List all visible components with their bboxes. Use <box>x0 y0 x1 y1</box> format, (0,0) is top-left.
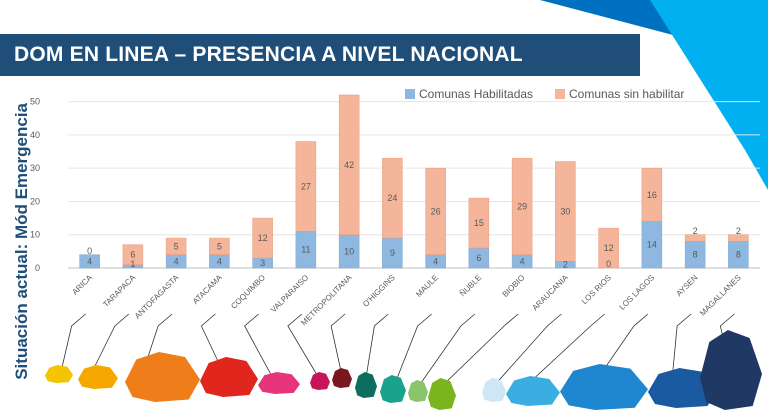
leader-line <box>439 313 519 389</box>
data-label-sin-habilitar: 6 <box>130 250 135 260</box>
region-shape <box>125 352 200 402</box>
y-tick-label: 40 <box>30 130 40 140</box>
bar-sin-habilitar <box>338 94 360 235</box>
data-label-sin-habilitar: 24 <box>387 193 397 203</box>
region-shape <box>200 357 258 397</box>
legend-label-sin-habilitar: Comunas sin habilitar <box>569 87 684 101</box>
region-shape <box>310 372 330 390</box>
bar-sin-habilitar <box>252 217 273 259</box>
bar-sin-habilitar <box>122 244 144 265</box>
y-tick-label: 50 <box>30 97 40 107</box>
data-label-habilitadas: 3 <box>260 258 265 268</box>
leader-line <box>597 313 649 379</box>
leader-line <box>59 313 86 377</box>
region-shape <box>482 378 506 402</box>
data-label-habilitadas: 4 <box>87 256 92 266</box>
leader-line <box>393 313 432 387</box>
region-shape <box>506 376 560 406</box>
y-tick-label: 10 <box>30 230 40 240</box>
bar-sin-habilitar <box>598 227 619 269</box>
data-label-sin-habilitar: 12 <box>604 243 614 253</box>
data-label-habilitadas: 9 <box>390 248 395 258</box>
data-label-habilitadas: 4 <box>174 256 179 266</box>
legend-label-habilitadas: Comunas Habilitadas <box>419 87 533 101</box>
data-label-habilitadas: 10 <box>344 246 354 256</box>
data-label-habilitadas: 4 <box>520 256 525 266</box>
region-shape <box>258 372 300 394</box>
leader-line <box>330 313 346 377</box>
bar-sin-habilitar <box>555 161 576 262</box>
data-label-habilitadas: 1 <box>130 259 135 269</box>
bar-habilitadas <box>79 254 100 269</box>
bar-sin-habilitar <box>728 234 749 242</box>
region-shape <box>355 372 377 398</box>
region-shape <box>700 330 762 410</box>
data-label-sin-habilitar: 2 <box>693 226 698 236</box>
data-label-sin-habilitar: 30 <box>560 206 570 216</box>
page-title: DOM EN LINEA – PRESENCIA A NIVEL NACIONA… <box>14 43 523 66</box>
data-label-sin-habilitar: 16 <box>647 190 657 200</box>
leader-line <box>364 313 389 385</box>
data-label-sin-habilitar: 26 <box>431 206 441 216</box>
data-label-habilitadas: 6 <box>476 253 481 263</box>
data-label-sin-habilitar: 29 <box>517 201 527 211</box>
region-shape <box>78 365 118 389</box>
leader-line <box>491 313 562 389</box>
data-label-sin-habilitar: 5 <box>217 241 222 251</box>
data-label-habilitadas: 8 <box>736 250 741 260</box>
bar-sin-habilitar <box>468 197 490 249</box>
y-tick-label: 0 <box>35 263 40 273</box>
region-shape <box>428 378 456 410</box>
leader-line <box>144 313 173 367</box>
data-label-habilitadas: 4 <box>433 256 438 266</box>
bar-sin-habilitar <box>641 167 663 222</box>
data-label-sin-habilitar: 5 <box>174 241 179 251</box>
y-tick-label: 30 <box>30 163 40 173</box>
bar-sin-habilitar <box>382 157 403 239</box>
data-label-habilitadas: 11 <box>301 245 310 255</box>
data-label-sin-habilitar: 2 <box>736 226 741 236</box>
region-shape <box>380 375 406 403</box>
legend-swatch-sin-habilitar <box>555 89 565 99</box>
data-label-habilitadas: 4 <box>217 256 222 266</box>
region-shape <box>45 365 73 383</box>
region-shape <box>332 368 352 388</box>
legend-swatch-habilitadas <box>405 89 415 99</box>
data-label-habilitadas: 0 <box>606 259 611 269</box>
bar-sin-habilitar <box>425 167 446 255</box>
data-label-habilitadas: 2 <box>563 260 568 270</box>
corner-light-shape <box>650 0 768 190</box>
leader-line <box>287 313 321 381</box>
data-label-sin-habilitar: 12 <box>258 233 268 243</box>
leader-line <box>527 313 605 385</box>
leader-line <box>200 313 225 375</box>
title-banner: DOM EN LINEA – PRESENCIA A NIVEL NACIONA… <box>0 34 640 76</box>
bar-sin-habilitar <box>209 237 230 255</box>
data-label-sin-habilitar: 42 <box>344 160 354 170</box>
data-label-habilitadas: 14 <box>647 240 657 250</box>
data-label-habilitadas: 8 <box>693 250 698 260</box>
data-label-sin-habilitar: 15 <box>474 218 484 228</box>
leader-line <box>89 313 130 377</box>
bar-sin-habilitar <box>295 141 317 232</box>
leader-line <box>671 313 692 381</box>
bar-sin-habilitar <box>684 234 706 242</box>
bar-sin-habilitar <box>511 157 533 255</box>
region-shape <box>408 380 428 402</box>
leader-line <box>415 313 476 391</box>
bar-sin-habilitar <box>165 237 187 255</box>
leader-line <box>244 313 276 383</box>
data-label-sin-habilitar: 0 <box>87 246 92 256</box>
y-tick-label: 20 <box>30 196 40 206</box>
region-shape <box>560 364 648 410</box>
data-label-sin-habilitar: 27 <box>301 181 311 191</box>
